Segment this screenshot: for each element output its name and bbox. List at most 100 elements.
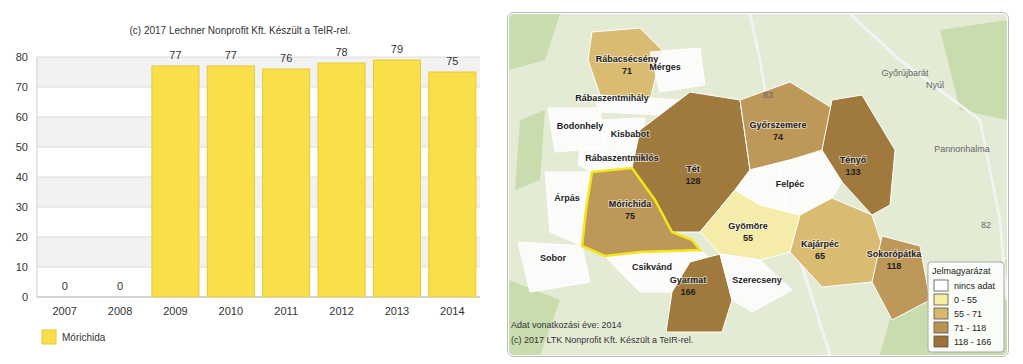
data-label: 0: [62, 280, 68, 292]
region-name: Mórichida: [609, 199, 652, 209]
legend-label: Mórichida: [62, 332, 106, 343]
region-name: Kisbabot: [611, 129, 650, 139]
map-region: [548, 108, 605, 152]
region-name: Gyarmat: [670, 275, 707, 285]
bar: [41, 297, 88, 298]
data-label: 0: [117, 280, 123, 292]
y-tick-label: 70: [16, 81, 28, 93]
region-name: Rábaszentmihály: [575, 93, 649, 103]
map-region: [700, 190, 800, 260]
region-name: Győrszemere: [749, 120, 806, 130]
map-base: [509, 14, 1007, 355]
region-value: 118: [887, 261, 902, 271]
bar: [207, 66, 254, 297]
region-name: Sobor: [540, 253, 566, 263]
y-tick-label: 10: [16, 261, 28, 273]
data-label: 78: [335, 46, 347, 58]
y-tick-label: 0: [22, 291, 28, 303]
legend-label: nincs adat: [954, 281, 996, 291]
region-value: 75: [625, 211, 635, 221]
y-axis: [37, 57, 38, 297]
y-tick-label: 50: [16, 141, 28, 153]
region-value: 55: [743, 233, 753, 243]
bar: [263, 69, 310, 297]
legend-label: 71 - 118: [954, 323, 986, 333]
x-tick-label: 2009: [163, 305, 187, 317]
region-name: Kajárpéc: [801, 239, 839, 249]
page: (c) 2017 Lechner Nonprofit Kft. Készült …: [0, 0, 1023, 364]
region-value: 74: [773, 132, 783, 142]
legend-swatch: [934, 336, 948, 347]
map-region: [666, 254, 732, 332]
x-tick-label: 2014: [440, 305, 464, 317]
bar: [373, 60, 420, 297]
base-label: Nyúl: [926, 80, 944, 90]
map-region: [582, 168, 700, 256]
highlight-outline: [582, 168, 700, 256]
region-name: Gyömöre: [728, 221, 768, 231]
base-label: 82: [981, 220, 991, 230]
region-value: 71: [622, 66, 632, 76]
chart-title: (c) 2017 Lechner Nonprofit Kft. Készült …: [129, 25, 350, 36]
bars: [152, 60, 476, 297]
map-legend: [928, 262, 1004, 352]
map-forest: [940, 20, 1007, 120]
map-region: [518, 242, 590, 292]
legend-label: 118 - 166: [954, 337, 991, 347]
x-tick-label: 2008: [108, 305, 132, 317]
region-name: Rábaszentmiklós: [585, 153, 659, 163]
region-name: Tét: [686, 164, 700, 174]
data-label: 77: [225, 49, 237, 61]
bar: [318, 63, 365, 297]
y-tick-label: 30: [16, 201, 28, 213]
data-label: 76: [280, 52, 292, 64]
base-label: Pannonhalma: [934, 144, 990, 154]
map-frame: [508, 13, 1009, 357]
bar: [429, 72, 476, 297]
legend-swatch: [934, 308, 948, 319]
y-tick-label: 20: [16, 231, 28, 243]
x-tick-label: 2012: [329, 305, 353, 317]
y-tick-label: 80: [16, 51, 28, 63]
map-layer: [509, 14, 1007, 355]
region-name: Mérges: [649, 62, 681, 72]
grid-line: [37, 57, 480, 58]
legend-swatch: [42, 330, 56, 344]
data-label: 79: [391, 43, 403, 55]
legend-swatch: [934, 294, 948, 305]
x-tick-label: 2010: [219, 305, 243, 317]
legend-label: 0 - 55: [954, 295, 977, 305]
x-tick-label: 2013: [385, 305, 409, 317]
region-value: 128: [685, 176, 700, 186]
region-name: Bodonhely: [557, 121, 604, 131]
legend-swatch: [934, 280, 948, 291]
region-value: 166: [680, 287, 695, 297]
bar: [152, 66, 199, 297]
region-value: 65: [815, 251, 825, 261]
data-label: 77: [169, 49, 181, 61]
region-name: Csikvánd: [632, 262, 672, 272]
legend-swatch: [934, 322, 948, 333]
base-label: Győrújbarát: [881, 68, 929, 78]
legend-title: Jelmagyarázat: [932, 266, 991, 276]
map-forest: [515, 110, 545, 190]
map-footer: Adat vonatkozási éve: 2014: [511, 320, 622, 330]
region-name: Felpéc: [776, 179, 805, 189]
data-label: 75: [446, 55, 458, 67]
region-name: Tényő: [840, 155, 867, 165]
region-value: 133: [845, 167, 860, 177]
y-tick-label: 60: [16, 111, 28, 123]
map-region: [790, 198, 882, 287]
legend-label: 55 - 71: [954, 309, 982, 319]
base-label: 83: [763, 90, 773, 100]
map-region: [720, 254, 792, 312]
map-footer: (c) 2017 LTK Nonprofit Kft. Készült a Te…: [511, 335, 693, 345]
map-forest: [509, 14, 560, 70]
x-tick-label: 2007: [52, 305, 76, 317]
x-tick-label: 2011: [274, 305, 298, 317]
region-name: Árpás: [554, 193, 580, 203]
region-name: Sokorópátka: [867, 249, 923, 259]
region-name: Szerecseny: [732, 275, 782, 285]
bar: [97, 297, 144, 298]
y-tick-label: 40: [16, 171, 28, 183]
